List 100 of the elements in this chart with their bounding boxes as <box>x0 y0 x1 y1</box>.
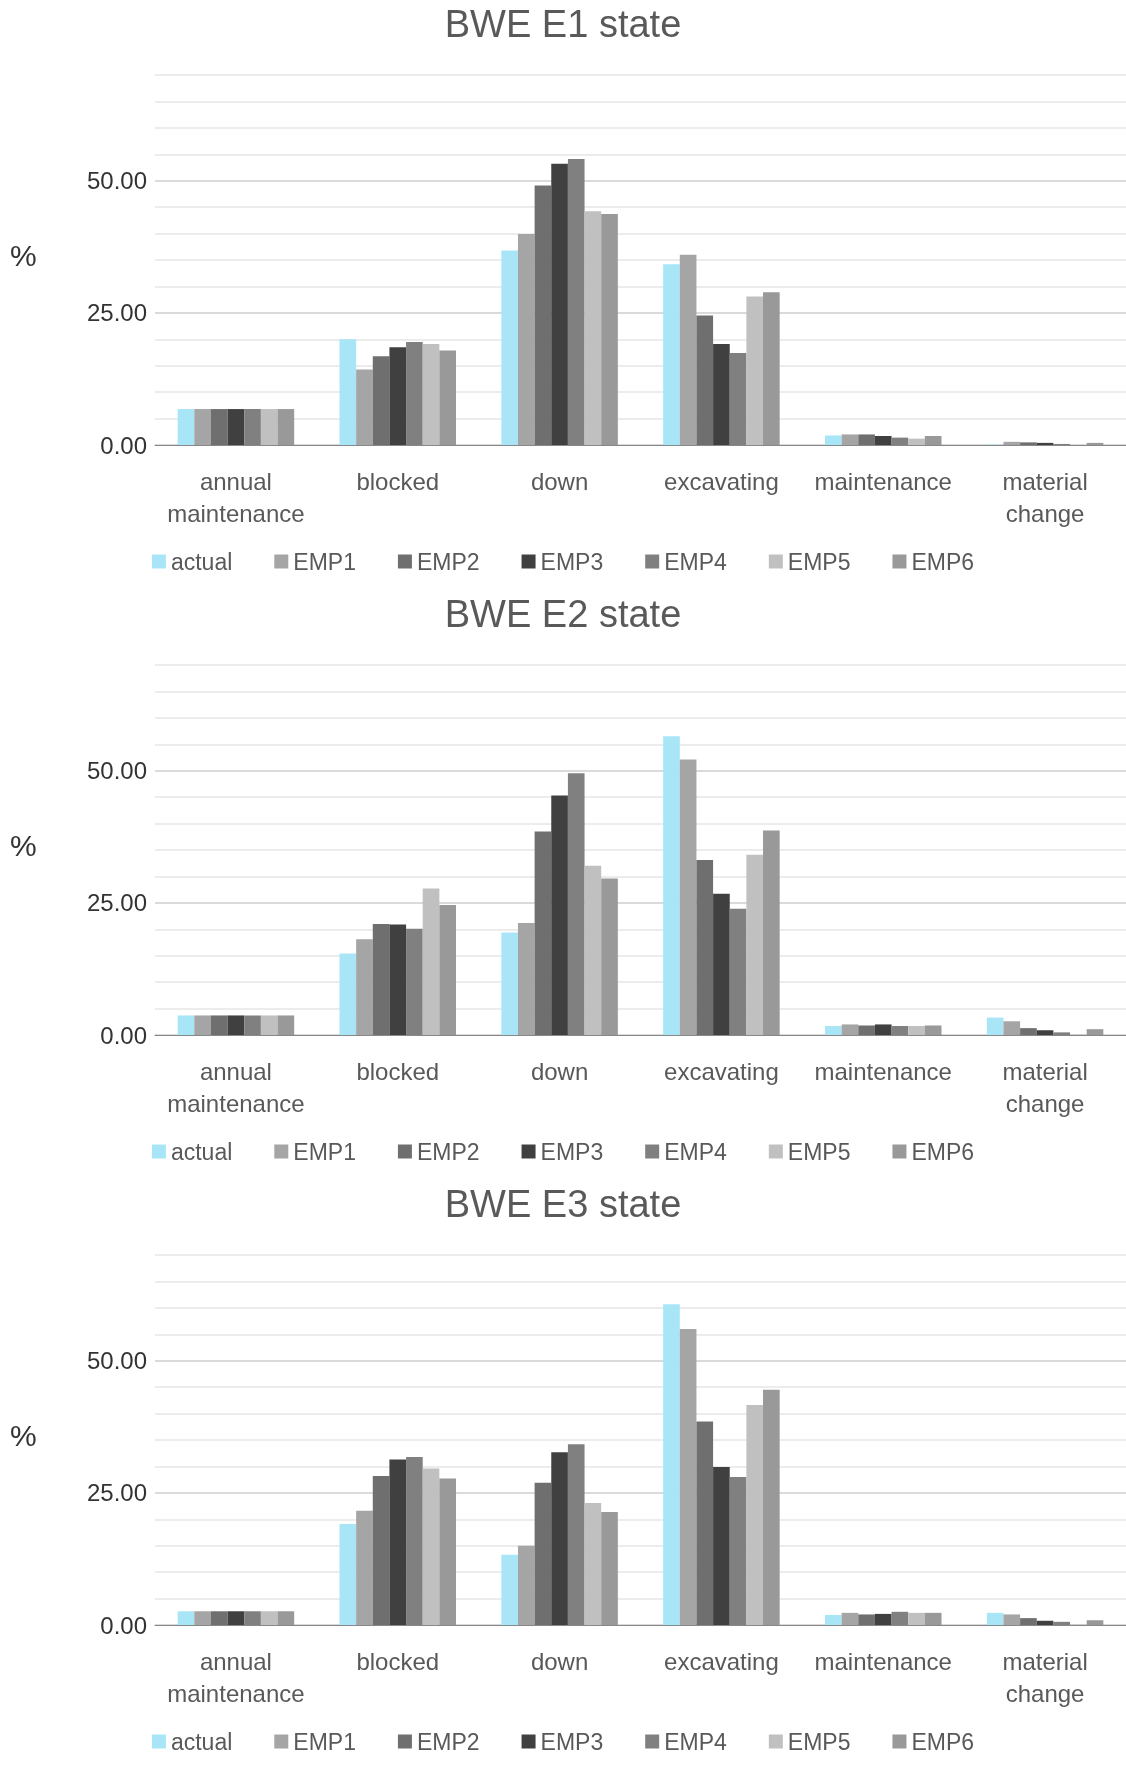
legend-label: EMP4 <box>664 1138 728 1165</box>
x-tick-label: maintenance <box>814 1647 952 1675</box>
bar <box>663 264 680 445</box>
bar <box>372 924 390 1035</box>
bar <box>177 1015 195 1035</box>
y-tick-label: 50.00 <box>86 1347 147 1375</box>
legend-label: EMP1 <box>293 548 356 575</box>
bar <box>601 1511 618 1625</box>
bar <box>713 1466 730 1625</box>
legend-label: EMP2 <box>416 548 480 575</box>
bar <box>601 878 618 1035</box>
legend-label: EMP5 <box>787 1728 851 1755</box>
y-tick-label: 25.00 <box>86 299 147 327</box>
bar <box>601 214 618 445</box>
y-tick-label: 0.00 <box>100 1611 147 1639</box>
bar <box>1020 442 1037 445</box>
legend-label: EMP3 <box>540 1138 604 1165</box>
bar <box>389 347 407 445</box>
legend-label: EMP5 <box>787 1138 851 1165</box>
legend-label: actual <box>170 1138 233 1165</box>
legend-label: EMP6 <box>911 1728 975 1755</box>
bar <box>210 1611 228 1625</box>
legend-label: EMP4 <box>664 1728 728 1755</box>
bar <box>874 436 892 445</box>
x-tick-label: maintenance <box>814 1057 952 1085</box>
bar <box>1036 1030 1054 1035</box>
bar <box>194 1015 211 1035</box>
bar <box>210 1015 228 1035</box>
bar <box>763 830 780 1035</box>
bar <box>908 1612 925 1625</box>
bar <box>534 831 552 1035</box>
bar <box>713 893 730 1035</box>
bar <box>696 1421 714 1625</box>
bar <box>663 736 680 1035</box>
y-axis-title: % <box>10 1418 37 1452</box>
bar <box>517 922 535 1035</box>
bar <box>517 234 535 445</box>
legend-label: EMP3 <box>540 548 604 575</box>
x-tick-label: excavating <box>664 467 779 495</box>
x-tick-label: excavating <box>664 1057 779 1085</box>
bar <box>356 939 373 1035</box>
bar <box>858 1025 875 1035</box>
bar <box>696 860 714 1035</box>
bar <box>679 254 697 445</box>
legend-label: EMP1 <box>293 1138 356 1165</box>
bar <box>372 1475 390 1625</box>
bar <box>746 296 764 445</box>
bar <box>841 434 859 445</box>
bar <box>439 1478 457 1625</box>
chart-title: BWE E2 state <box>444 593 682 635</box>
bar <box>1036 1620 1054 1625</box>
bar <box>584 865 602 1035</box>
legend-label: actual <box>170 1728 233 1755</box>
y-axis-title: % <box>10 828 37 862</box>
bar <box>824 435 842 445</box>
bar <box>501 1554 518 1625</box>
bar <box>551 163 568 445</box>
y-tick-label: 25.00 <box>86 889 147 917</box>
legend-label: EMP4 <box>664 548 728 575</box>
bar <box>177 1611 195 1625</box>
y-tick-label: 50.00 <box>86 167 147 195</box>
bar <box>1020 1028 1037 1035</box>
bar <box>924 1612 942 1625</box>
bar <box>339 953 357 1035</box>
x-tick-label: annual maintenance <box>167 1057 305 1117</box>
bar <box>389 924 407 1035</box>
y-tick-label: 50.00 <box>86 757 147 785</box>
bar <box>874 1613 892 1625</box>
bar <box>763 292 780 445</box>
bar <box>517 1545 535 1625</box>
bar <box>439 350 457 445</box>
bar <box>194 1611 211 1625</box>
x-tick-label: blocked <box>356 1057 440 1085</box>
x-tick-label: material change <box>1002 1057 1088 1117</box>
bar <box>1003 441 1021 445</box>
bar <box>713 344 730 445</box>
bar <box>260 1015 278 1035</box>
bar <box>501 250 518 445</box>
bar <box>584 211 602 445</box>
bar <box>1086 1029 1104 1035</box>
x-tick-label: material change <box>1002 467 1088 527</box>
bar <box>924 1025 942 1035</box>
bar <box>551 1452 568 1625</box>
bar <box>858 1614 875 1625</box>
y-tick-label: 25.00 <box>86 1479 147 1507</box>
bar <box>696 315 714 445</box>
legend-label: EMP2 <box>416 1728 480 1755</box>
bar <box>260 1611 278 1625</box>
legend-label: EMP5 <box>787 548 851 575</box>
bar <box>858 434 875 445</box>
bar <box>841 1024 859 1035</box>
bar <box>1086 442 1104 445</box>
x-tick-label: excavating <box>664 1647 779 1675</box>
bar <box>1003 1021 1021 1035</box>
legend-label: EMP6 <box>911 548 975 575</box>
x-tick-label: annual maintenance <box>167 467 305 527</box>
bar <box>746 854 764 1035</box>
bar <box>1003 1614 1021 1625</box>
chart-title: BWE E3 state <box>444 1183 682 1225</box>
bar <box>663 1304 680 1625</box>
